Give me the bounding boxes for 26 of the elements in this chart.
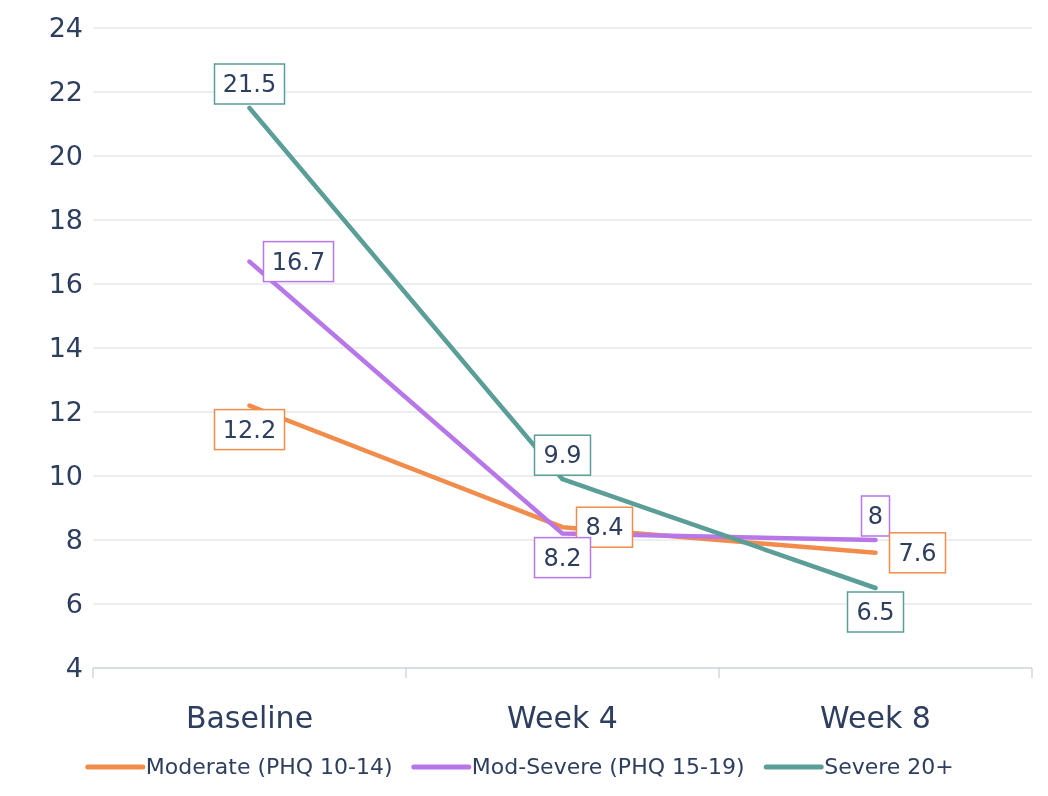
data-label: 21.5 — [222, 70, 277, 98]
data-label: 12.2 — [222, 415, 277, 444]
legend-label: Severe 20+ — [824, 754, 954, 779]
data-label: 6.5 — [856, 598, 895, 626]
y-tick-label: 20 — [48, 140, 83, 171]
data-label: 9.9 — [543, 441, 582, 470]
data-label: 8 — [867, 502, 884, 530]
y-tick-label: 4 — [65, 652, 83, 683]
y-tick-label: 14 — [48, 332, 83, 363]
y-tick-label: 12 — [48, 396, 83, 427]
data-label: 7.6 — [898, 538, 937, 567]
y-tick-label: 22 — [48, 76, 83, 107]
x-tick-label: Week 8 — [820, 700, 931, 735]
x-tick-label: Week 4 — [507, 700, 618, 735]
legend-label: Moderate (PHQ 10-14) — [145, 754, 393, 779]
y-tick-label: 24 — [48, 12, 83, 43]
y-tick-label: 6 — [65, 588, 83, 619]
y-tick-label: 16 — [48, 268, 83, 299]
y-tick-label: 10 — [48, 460, 83, 491]
data-label: 8.4 — [585, 513, 624, 542]
x-tick-label: Baseline — [185, 700, 314, 735]
data-label: 8.2 — [543, 543, 582, 572]
legend-label: Mod-Severe (PHQ 15-19) — [471, 754, 745, 779]
data-label: 16.7 — [271, 247, 326, 276]
y-tick-label: 18 — [48, 204, 83, 235]
y-tick-label: 8 — [65, 524, 83, 555]
